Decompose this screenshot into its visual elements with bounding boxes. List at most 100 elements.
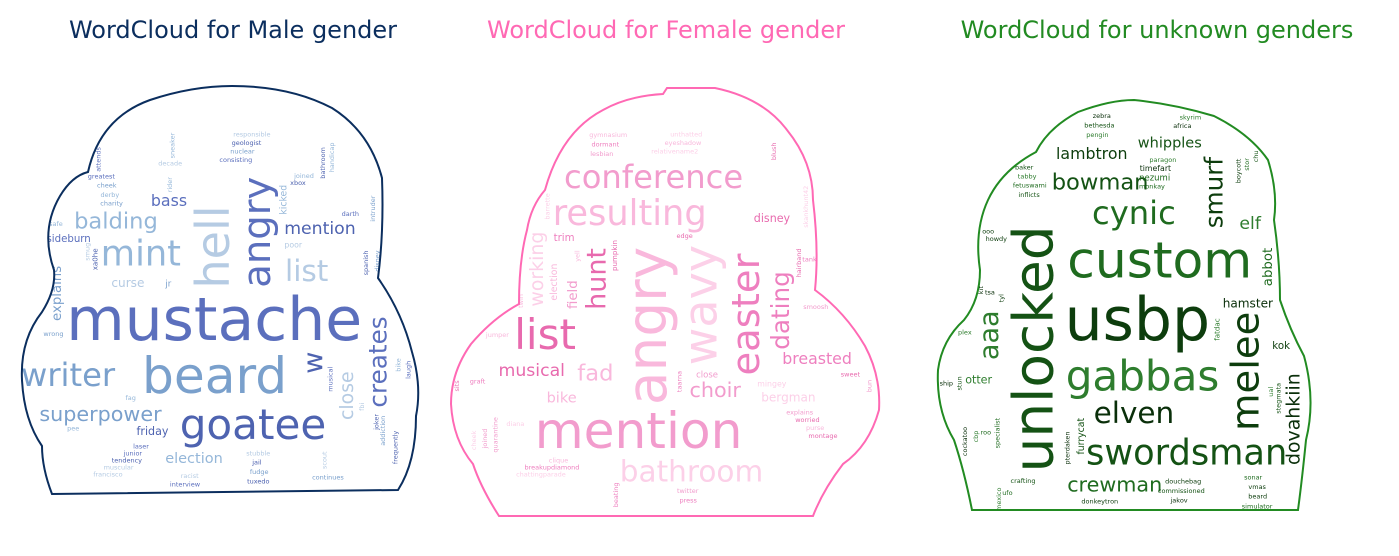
wordcloud-unknown: usbpunlocked customgabbas meleeswordsmancy…: [924, 0, 1390, 556]
cloud-word: frequently: [392, 431, 400, 465]
cloud-word: relativename2: [651, 147, 698, 155]
cloud-word: xa0he: [91, 248, 100, 270]
cloud-word: interview: [170, 481, 201, 489]
cloud-word: unthatted: [670, 130, 702, 138]
cloud-word: donkeytron: [1081, 498, 1118, 506]
cloud-word: wavy: [674, 245, 728, 365]
cloud-word: pengin: [1086, 131, 1108, 139]
cloud-word: kok: [1272, 341, 1290, 352]
cloud-word: tyl: [998, 294, 1006, 302]
cloud-word: field: [566, 280, 581, 309]
cloud-word: barrette: [544, 193, 552, 219]
cloud-word: abbot: [1261, 248, 1276, 286]
cloud-word: scout: [321, 451, 329, 469]
cloud-word: goatee: [180, 400, 327, 449]
cloud-word: darth: [342, 210, 359, 218]
cloud-word: yell: [574, 250, 582, 262]
cloud-word: chattingparade: [516, 470, 566, 478]
cloud-word: edge: [677, 232, 693, 240]
cloud-word: douchebag: [1165, 478, 1201, 486]
cloud-word: choir: [690, 378, 742, 402]
cloud-word: poor: [284, 241, 302, 250]
cloud-word: hamster: [1223, 297, 1273, 311]
cloud-word: sneaker: [169, 132, 177, 158]
cloud-word: intruder: [369, 195, 377, 221]
cloud-word: laugh: [404, 361, 412, 379]
cloud-word: whipples: [1138, 135, 1202, 151]
cloud-word: worried: [795, 416, 819, 424]
cloud-word: mint: [101, 233, 181, 274]
cloud-word: bike: [395, 358, 403, 371]
cloud-word: dovahkiin: [1283, 373, 1305, 465]
cloud-word: safe: [49, 220, 63, 228]
cloud-word: roo: [981, 429, 992, 437]
cloud-word: dormant: [592, 140, 620, 148]
cloud-word: list: [514, 310, 576, 359]
cloud-word: tsa: [985, 289, 995, 297]
cloud-word: custom: [1067, 230, 1252, 289]
wordcloud-panel-male: WordCloud for Male gender mustache beard h…: [0, 0, 466, 556]
cloud-word: disney: [754, 212, 791, 225]
cloud-word: jail: [251, 459, 262, 467]
cloud-word: furrycat: [1076, 418, 1087, 455]
cloud-word: crafting: [1011, 477, 1036, 485]
cloud-word: w: [298, 352, 329, 374]
cloud-word: angry: [615, 247, 679, 405]
cloud-word: elf: [1239, 214, 1261, 234]
wordcloud-panel-unknown: WordCloud for unknown genders usbp unlock…: [924, 0, 1390, 556]
cloud-word: mention: [535, 401, 743, 460]
cloud-word: greatest: [88, 173, 116, 181]
cloud-word: graft: [470, 377, 486, 385]
cloud-word: hell: [186, 205, 240, 288]
cloud-word: unlocked: [1002, 225, 1066, 472]
cloud-word: election: [165, 451, 223, 467]
cloud-word: montage: [808, 432, 837, 440]
cloud-word: rider: [166, 177, 174, 193]
cloud-word: friday: [137, 425, 169, 438]
cloud-word: plex: [958, 329, 972, 337]
cloud-word: purse: [806, 424, 824, 432]
cloud-word: dating: [766, 271, 795, 350]
cloud-word: tank: [802, 256, 817, 264]
cloud-word: smurf: [1200, 156, 1229, 229]
cloud-word: press: [680, 497, 698, 505]
cloud-word: sweet: [841, 371, 861, 379]
cloud-word: inflicts: [1018, 191, 1040, 199]
cloud-word: nuclear: [230, 147, 255, 155]
cloud-word: jr: [164, 279, 171, 289]
cloud-word: taarna: [676, 371, 684, 392]
cloud-word: bathroom: [319, 147, 327, 179]
cloud-word: howdy: [986, 235, 1008, 243]
cloud-word: stun: [956, 376, 964, 390]
cloud-word: cynic: [1092, 194, 1176, 232]
cloud-word: skyrim: [1180, 114, 1202, 122]
cloud-word: conference: [564, 158, 743, 196]
cloud-word: boycott: [1235, 158, 1243, 183]
cloud-word: writer: [21, 356, 116, 394]
cloud-word: twitter: [677, 487, 699, 495]
cloud-word: stegmata: [1275, 383, 1283, 414]
cloud-word: close: [696, 371, 718, 381]
cloud-word: africa: [1173, 122, 1191, 130]
cloud-word: bike: [547, 391, 577, 407]
cloud-word: explains: [50, 266, 65, 321]
cloud-word: kicked: [278, 185, 289, 215]
cloud-word: xbox: [290, 179, 306, 187]
cloud-word: aaa: [974, 310, 1005, 360]
cloud-word: zebra: [1093, 112, 1111, 120]
cloud-word: cbp: [972, 431, 980, 443]
cloud-word: angry: [235, 177, 280, 288]
cloud-word: breasted: [782, 349, 852, 368]
cloud-word: lambtron: [1056, 144, 1128, 163]
cloud-word: monkay: [1139, 183, 1165, 191]
cloud-word: bergman: [761, 391, 815, 405]
cloud-word: swordsman: [1086, 433, 1287, 474]
cloud-word: cheek: [470, 430, 478, 450]
cloud-word: pterdaken: [1063, 432, 1071, 465]
cloud-word: charity: [100, 200, 123, 208]
cloud-word: vmas: [1248, 483, 1266, 491]
cloud-word: tabby: [1018, 173, 1037, 181]
cloud-word: francisco: [93, 470, 122, 478]
cloud-word: beating: [612, 482, 620, 507]
